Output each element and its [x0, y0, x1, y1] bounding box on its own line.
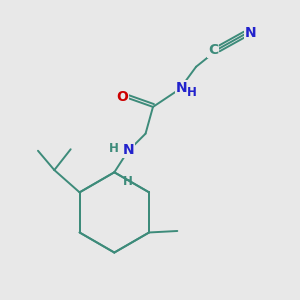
Text: N: N [244, 26, 256, 40]
Text: N: N [176, 81, 187, 95]
Text: O: O [116, 89, 128, 103]
Text: H: H [109, 142, 118, 155]
Text: C: C [208, 44, 218, 57]
Text: H: H [123, 175, 133, 188]
Text: N: N [122, 143, 134, 157]
Text: H: H [187, 86, 197, 99]
